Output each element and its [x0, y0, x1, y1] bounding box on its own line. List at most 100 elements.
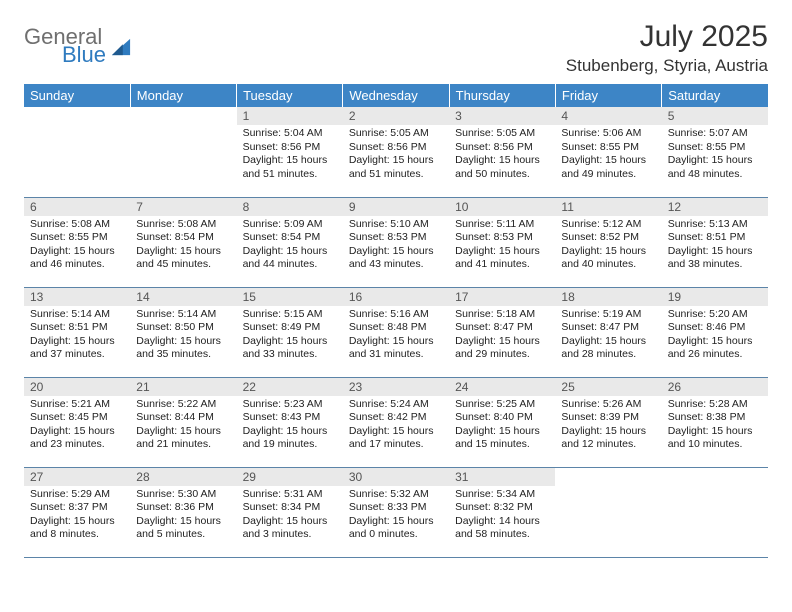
day-number: 4 [555, 107, 661, 125]
daylight-text: Daylight: 15 hours and 5 minutes. [136, 515, 230, 542]
daylight-text: Daylight: 15 hours and 26 minutes. [668, 335, 762, 362]
daylight-text: Daylight: 15 hours and 21 minutes. [136, 425, 230, 452]
sunset-text: Sunset: 8:51 PM [30, 321, 124, 335]
sunset-text: Sunset: 8:36 PM [136, 501, 230, 515]
day-number: 6 [24, 198, 130, 216]
day-number: 17 [449, 288, 555, 306]
daylight-text: Daylight: 15 hours and 28 minutes. [561, 335, 655, 362]
sunrise-text: Sunrise: 5:13 AM [668, 218, 762, 232]
calendar-page: General Blue July 2025 Stubenberg, Styri… [0, 0, 792, 612]
day-number: 26 [662, 378, 768, 396]
day-body: Sunrise: 5:12 AMSunset: 8:52 PMDaylight:… [555, 216, 661, 277]
calendar-empty-cell [24, 107, 130, 197]
sunrise-text: Sunrise: 5:28 AM [668, 398, 762, 412]
day-body: Sunrise: 5:06 AMSunset: 8:55 PMDaylight:… [555, 125, 661, 186]
calendar-day-cell: 31Sunrise: 5:34 AMSunset: 8:32 PMDayligh… [449, 467, 555, 557]
title-block: July 2025 Stubenberg, Styria, Austria [566, 20, 768, 76]
sunrise-text: Sunrise: 5:31 AM [243, 488, 337, 502]
sunset-text: Sunset: 8:42 PM [349, 411, 443, 425]
daylight-text: Daylight: 15 hours and 37 minutes. [30, 335, 124, 362]
daylight-text: Daylight: 15 hours and 38 minutes. [668, 245, 762, 272]
sunset-text: Sunset: 8:37 PM [30, 501, 124, 515]
daylight-text: Daylight: 15 hours and 48 minutes. [668, 154, 762, 181]
day-number: 5 [662, 107, 768, 125]
day-number: 15 [237, 288, 343, 306]
sunset-text: Sunset: 8:43 PM [243, 411, 337, 425]
calendar-week-row: 27Sunrise: 5:29 AMSunset: 8:37 PMDayligh… [24, 467, 768, 557]
day-body: Sunrise: 5:14 AMSunset: 8:50 PMDaylight:… [130, 306, 236, 367]
calendar-week-row: 1Sunrise: 5:04 AMSunset: 8:56 PMDaylight… [24, 107, 768, 197]
calendar-empty-cell [662, 467, 768, 557]
sunset-text: Sunset: 8:54 PM [136, 231, 230, 245]
sunset-text: Sunset: 8:52 PM [561, 231, 655, 245]
sunrise-text: Sunrise: 5:30 AM [136, 488, 230, 502]
calendar-day-cell: 3Sunrise: 5:05 AMSunset: 8:56 PMDaylight… [449, 107, 555, 197]
day-number: 9 [343, 198, 449, 216]
daylight-text: Daylight: 15 hours and 44 minutes. [243, 245, 337, 272]
day-body: Sunrise: 5:26 AMSunset: 8:39 PMDaylight:… [555, 396, 661, 457]
day-number: 31 [449, 468, 555, 486]
sunset-text: Sunset: 8:48 PM [349, 321, 443, 335]
day-body: Sunrise: 5:08 AMSunset: 8:55 PMDaylight:… [24, 216, 130, 277]
day-body: Sunrise: 5:22 AMSunset: 8:44 PMDaylight:… [130, 396, 236, 457]
sunrise-text: Sunrise: 5:21 AM [30, 398, 124, 412]
day-body: Sunrise: 5:30 AMSunset: 8:36 PMDaylight:… [130, 486, 236, 547]
daylight-text: Daylight: 15 hours and 3 minutes. [243, 515, 337, 542]
day-body: Sunrise: 5:31 AMSunset: 8:34 PMDaylight:… [237, 486, 343, 547]
calendar-day-cell: 7Sunrise: 5:08 AMSunset: 8:54 PMDaylight… [130, 197, 236, 287]
calendar-day-cell: 16Sunrise: 5:16 AMSunset: 8:48 PMDayligh… [343, 287, 449, 377]
sunrise-text: Sunrise: 5:08 AM [30, 218, 124, 232]
calendar-day-cell: 8Sunrise: 5:09 AMSunset: 8:54 PMDaylight… [237, 197, 343, 287]
sunrise-text: Sunrise: 5:14 AM [30, 308, 124, 322]
day-body: Sunrise: 5:11 AMSunset: 8:53 PMDaylight:… [449, 216, 555, 277]
day-body: Sunrise: 5:32 AMSunset: 8:33 PMDaylight:… [343, 486, 449, 547]
sunrise-text: Sunrise: 5:08 AM [136, 218, 230, 232]
calendar-day-cell: 26Sunrise: 5:28 AMSunset: 8:38 PMDayligh… [662, 377, 768, 467]
day-number: 28 [130, 468, 236, 486]
day-number: 12 [662, 198, 768, 216]
calendar-day-cell: 6Sunrise: 5:08 AMSunset: 8:55 PMDaylight… [24, 197, 130, 287]
day-number: 13 [24, 288, 130, 306]
calendar-day-cell: 29Sunrise: 5:31 AMSunset: 8:34 PMDayligh… [237, 467, 343, 557]
calendar-day-cell: 20Sunrise: 5:21 AMSunset: 8:45 PMDayligh… [24, 377, 130, 467]
calendar-day-cell: 12 Sunrise: 5:13 AMSunset: 8:51 PMDayligh… [662, 197, 768, 287]
daylight-text: Daylight: 15 hours and 51 minutes. [243, 154, 337, 181]
day-body: Sunrise: 5:21 AMSunset: 8:45 PMDaylight:… [24, 396, 130, 457]
day-number: 14 [130, 288, 236, 306]
sunset-text: Sunset: 8:56 PM [455, 141, 549, 155]
day-number: 21 [130, 378, 236, 396]
sunrise-text: Sunrise: 5:23 AM [243, 398, 337, 412]
day-body: Sunrise: 5:29 AMSunset: 8:37 PMDaylight:… [24, 486, 130, 547]
calendar-header-row: SundayMondayTuesdayWednesdayThursdayFrid… [24, 84, 768, 107]
day-body: Sunrise: 5:25 AMSunset: 8:40 PMDaylight:… [449, 396, 555, 457]
day-body: Sunrise: 5:34 AMSunset: 8:32 PMDaylight:… [449, 486, 555, 547]
day-body: Sunrise: 5:08 AMSunset: 8:54 PMDaylight:… [130, 216, 236, 277]
day-number: 27 [24, 468, 130, 486]
daylight-text: Daylight: 15 hours and 23 minutes. [30, 425, 124, 452]
day-number: 24 [449, 378, 555, 396]
sunset-text: Sunset: 8:56 PM [349, 141, 443, 155]
daylight-text: Daylight: 15 hours and 49 minutes. [561, 154, 655, 181]
sunset-text: Sunset: 8:32 PM [455, 501, 549, 515]
sunrise-text: Sunrise: 5:18 AM [455, 308, 549, 322]
daylight-text: Daylight: 15 hours and 45 minutes. [136, 245, 230, 272]
calendar-day-cell: 9Sunrise: 5:10 AMSunset: 8:53 PMDaylight… [343, 197, 449, 287]
sunset-text: Sunset: 8:39 PM [561, 411, 655, 425]
day-body: Sunrise: 5:05 AMSunset: 8:56 PMDaylight:… [343, 125, 449, 186]
weekday-header: Saturday [662, 84, 768, 107]
daylight-text: Daylight: 15 hours and 19 minutes. [243, 425, 337, 452]
day-number: 16 [343, 288, 449, 306]
sunrise-text: Sunrise: 5:32 AM [349, 488, 443, 502]
day-number: 25 [555, 378, 661, 396]
calendar-week-row: 20Sunrise: 5:21 AMSunset: 8:45 PMDayligh… [24, 377, 768, 467]
calendar-day-cell: 13 Sunrise: 5:14 AMSunset: 8:51 PMDayligh… [24, 287, 130, 377]
day-number: 3 [449, 107, 555, 125]
daylight-text: Daylight: 15 hours and 35 minutes. [136, 335, 230, 362]
sunset-text: Sunset: 8:55 PM [30, 231, 124, 245]
daylight-text: Daylight: 15 hours and 12 minutes. [561, 425, 655, 452]
sunrise-text: Sunrise: 5:09 AM [243, 218, 337, 232]
daylight-text: Daylight: 15 hours and 15 minutes. [455, 425, 549, 452]
sunset-text: Sunset: 8:51 PM [668, 231, 762, 245]
calendar-day-cell: 14Sunrise: 5:14 AMSunset: 8:50 PMDayligh… [130, 287, 236, 377]
day-number: 18 [555, 288, 661, 306]
